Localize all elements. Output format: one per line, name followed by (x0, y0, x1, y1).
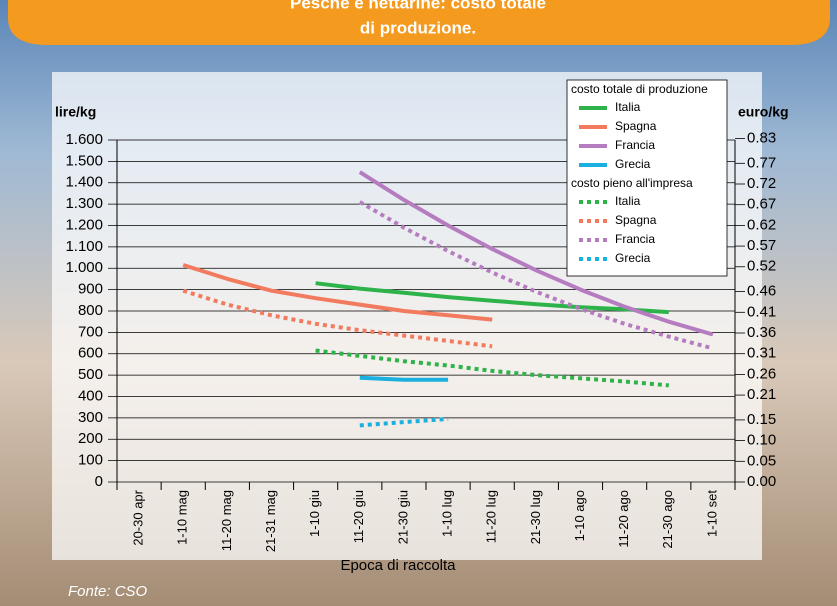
y2-tick-label: 0.05 (747, 452, 776, 469)
y-tick-label: 1.500 (65, 152, 103, 169)
chart-title: Pesche e nettarine: costo totale (290, 0, 546, 12)
y2-tick-label: 0.72 (747, 175, 776, 192)
y2-tick-label: 0.52 (747, 258, 776, 275)
y2-tick-label: 0.67 (747, 196, 776, 213)
y-tick-label: 500 (78, 366, 103, 383)
y2-tick-label: 0.26 (747, 365, 776, 382)
x-tick-label: 11-20 ago (616, 490, 631, 548)
y-tick-label: 900 (78, 281, 103, 298)
source: Fonte: CSO (68, 583, 148, 600)
legend-label: Spagna (615, 213, 657, 227)
x-tick-label: 1-10 set (704, 490, 719, 537)
y2-tick-label: 0.36 (747, 324, 776, 341)
y-tick-label: 1.300 (65, 195, 103, 212)
legend-label: Grecia (615, 157, 651, 171)
x-tick-label: 1-10 lug (440, 490, 455, 537)
legend-label: Grecia (615, 251, 651, 265)
y2-tick-label: 0.77 (747, 154, 776, 171)
x-tick-label: 1-10 giu (307, 490, 322, 537)
y2-tick-label: 0.57 (747, 237, 776, 254)
legend-label: Francia (615, 138, 655, 152)
y-tick-label: 200 (78, 430, 103, 447)
legend-label: Italia (615, 194, 641, 208)
y-tick-label: 700 (78, 323, 103, 340)
y-tick-label: 0 (95, 473, 103, 490)
x-tick-label: 21-30 giu (395, 490, 410, 544)
series-line (359, 416, 449, 428)
x-axis-label: Epoca di raccolta (340, 557, 456, 574)
x-tick-label: 21-30 lug (528, 490, 543, 544)
x-tick-label: 11-20 giu (351, 490, 366, 543)
y2-tick-label: 0.41 (747, 303, 776, 320)
legend-label: Francia (615, 232, 655, 246)
title-banner (8, 0, 830, 45)
series-line (182, 263, 493, 322)
y2-tick-label: 0.15 (747, 411, 776, 428)
y-axis-label: lire/kg (55, 104, 96, 120)
y-tick-label: 1.000 (65, 259, 103, 276)
y2-tick-label: 0.10 (747, 432, 776, 449)
y-tick-label: 1.600 (65, 131, 103, 148)
y-tick-label: 300 (78, 409, 103, 426)
y2-tick-label: 0.21 (747, 386, 776, 403)
series-line (315, 281, 669, 315)
chart-title: di produzione. (360, 18, 476, 37)
y2-tick-label: 0.83 (747, 129, 776, 146)
y-tick-label: 1.200 (65, 216, 103, 233)
series-line (359, 375, 449, 382)
y-tick-label: 600 (78, 345, 103, 362)
legend-label: Italia (615, 100, 641, 114)
y-tick-label: 100 (78, 452, 103, 469)
x-tick-label: 20-30 apr (131, 489, 146, 545)
x-tick-label: 11-20 mag (219, 490, 234, 551)
y2-tick-label: 0.46 (747, 283, 776, 300)
legend-box (566, 79, 728, 277)
y-tick-label: 800 (78, 302, 103, 319)
y2-tick-label: 0.62 (747, 216, 776, 233)
series-line (358, 200, 714, 351)
series-line (358, 170, 714, 337)
series-line (315, 348, 669, 388)
y2-axis-label: euro/kg (738, 104, 789, 120)
x-tick-label: 1-10 ago (572, 490, 587, 541)
x-tick-label: 21-30 ago (660, 490, 675, 549)
y-tick-label: 400 (78, 387, 103, 404)
x-tick-label: 11-20 lug (484, 490, 499, 543)
y-tick-label: 1.400 (65, 174, 103, 191)
y2-tick-label: 0.31 (747, 345, 776, 362)
legend-title: costo totale di produzione (571, 82, 708, 96)
y2-tick-label: 0.00 (747, 473, 776, 490)
x-tick-label: 21-31 mag (263, 490, 278, 552)
x-tick-label: 1-10 mag (175, 490, 190, 545)
legend-label: Spagna (615, 119, 657, 133)
legend-title: costo pieno all'impresa (571, 176, 693, 190)
y-tick-label: 1.100 (65, 238, 103, 255)
